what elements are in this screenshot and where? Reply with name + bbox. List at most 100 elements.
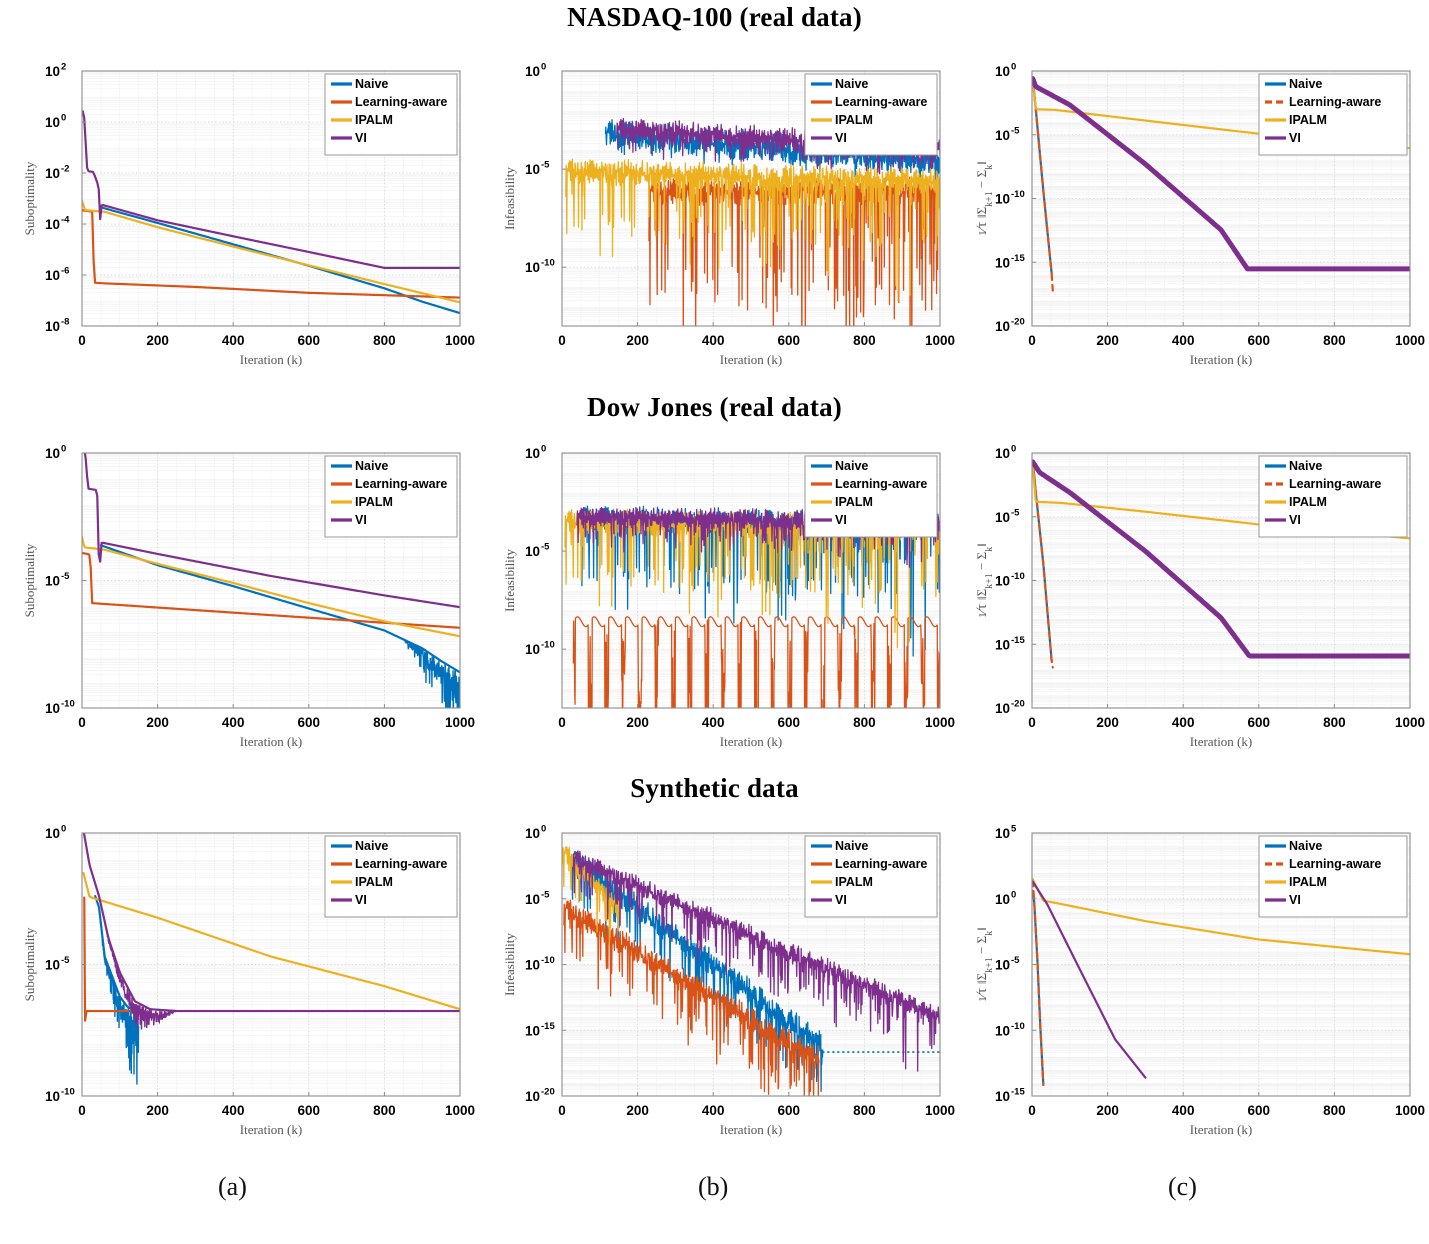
y-tick: 10 0 bbox=[995, 444, 1016, 462]
panel-r2c1: 0 200 400 600 800 1000 10 0 10 ‐5 10 ‐10 Iteration (… bbox=[8, 432, 478, 772]
legend-label: Learning-aware bbox=[1289, 857, 1381, 871]
svg-text:1⁄τ ‖Σk+1 − Σk‖: 1⁄τ ‖Σk+1 − Σk‖ bbox=[974, 161, 995, 236]
svg-text:10: 10 bbox=[995, 637, 1010, 652]
x-tick: 1000 bbox=[1395, 715, 1425, 730]
y-tick: 10 ‐5 bbox=[995, 125, 1020, 143]
x-tick: 600 bbox=[298, 1103, 321, 1118]
legend-label: VI bbox=[355, 513, 367, 527]
y-tick: 10 0 bbox=[45, 444, 66, 462]
series-learning-aware bbox=[82, 209, 460, 299]
series-naive bbox=[99, 544, 460, 674]
svg-text:0: 0 bbox=[1011, 444, 1016, 455]
legend-label: Learning-aware bbox=[1289, 477, 1381, 491]
legend-label: Naive bbox=[1289, 77, 1322, 91]
y-tick: 10 0 bbox=[45, 113, 66, 131]
legend-label: Naive bbox=[355, 839, 388, 853]
svg-text:10: 10 bbox=[995, 574, 1010, 589]
series-learning-aware bbox=[1032, 462, 1054, 669]
y-tick: 10 ‐10 bbox=[525, 258, 555, 276]
y-tick: 10 ‐5 bbox=[525, 889, 550, 907]
svg-text:10: 10 bbox=[45, 319, 60, 334]
x-tick: 400 bbox=[702, 715, 725, 730]
x-tick: 1000 bbox=[1395, 1103, 1425, 1118]
svg-text:10: 10 bbox=[525, 260, 540, 275]
axes-box bbox=[561, 70, 941, 327]
series-layer bbox=[82, 453, 460, 708]
x-tick: 1000 bbox=[925, 333, 955, 348]
y-axis-label: Infeasibility bbox=[502, 167, 517, 230]
y-tick: 10 ‐20 bbox=[995, 699, 1025, 717]
svg-text:10: 10 bbox=[525, 1089, 540, 1104]
y-tick: 10 ‐20 bbox=[525, 1087, 555, 1105]
svg-text:10: 10 bbox=[995, 255, 1010, 270]
x-tick: 800 bbox=[1323, 715, 1346, 730]
svg-text:10: 10 bbox=[525, 826, 540, 841]
svg-text:10: 10 bbox=[995, 510, 1010, 525]
legend-label: Naive bbox=[835, 459, 868, 473]
svg-text:5: 5 bbox=[1011, 824, 1017, 835]
svg-text:0: 0 bbox=[61, 113, 66, 124]
legend-label: IPALM bbox=[835, 875, 873, 889]
y-axis-label: 1⁄τ ‖Σk+1 − Σk‖ bbox=[974, 161, 995, 236]
y-tick: 10 5 bbox=[995, 824, 1017, 842]
svg-text:‐10: ‐10 bbox=[1011, 571, 1025, 582]
x-tick: 1000 bbox=[445, 1103, 475, 1118]
series-naive-noise bbox=[98, 907, 140, 1085]
legend-label: VI bbox=[835, 893, 847, 907]
legend-label: Learning-aware bbox=[1289, 95, 1381, 109]
legend-label: VI bbox=[355, 893, 367, 907]
x-tick: 600 bbox=[778, 333, 801, 348]
series-ipalm bbox=[1032, 878, 1410, 956]
row-title-3: Synthetic data bbox=[630, 773, 799, 803]
y-tick: 10 ‐8 bbox=[45, 317, 69, 335]
svg-text:10: 10 bbox=[45, 574, 60, 589]
legend: Naive Learning-aware IPALM VI bbox=[1258, 73, 1408, 156]
svg-text:10: 10 bbox=[45, 64, 60, 79]
legend: Naive Learning-aware IPALM VI bbox=[804, 835, 938, 918]
svg-text:‐10: ‐10 bbox=[1011, 189, 1025, 200]
svg-text:10: 10 bbox=[45, 268, 60, 283]
y-tick: 10 0 bbox=[525, 824, 546, 842]
x-tick: 400 bbox=[702, 1103, 725, 1118]
x-tick: 600 bbox=[298, 715, 321, 730]
x-tick: 600 bbox=[298, 333, 321, 348]
x-tick: 200 bbox=[626, 333, 649, 348]
legend-label: VI bbox=[1289, 131, 1301, 145]
y-tick: 10 ‐15 bbox=[995, 635, 1025, 653]
svg-text:10: 10 bbox=[45, 166, 60, 181]
y-tick: 10 ‐10 bbox=[45, 1087, 75, 1105]
series-ipalm bbox=[82, 199, 460, 304]
legend-label: Learning-aware bbox=[355, 477, 447, 491]
svg-text:‐10: ‐10 bbox=[1011, 1021, 1025, 1032]
legend-label: IPALM bbox=[355, 113, 393, 127]
x-axis-label: Iteration (k) bbox=[240, 1122, 302, 1137]
x-tick: 0 bbox=[1028, 333, 1036, 348]
svg-text:10: 10 bbox=[525, 892, 540, 907]
x-tick: 400 bbox=[222, 1103, 245, 1118]
svg-text:0: 0 bbox=[61, 824, 66, 835]
svg-text:0: 0 bbox=[541, 62, 546, 73]
svg-text:10: 10 bbox=[45, 115, 60, 130]
x-tick: 800 bbox=[1323, 333, 1346, 348]
legend: Naive Learning-aware IPALM VI bbox=[804, 455, 938, 538]
series-vi bbox=[1032, 76, 1410, 272]
x-tick: 200 bbox=[146, 715, 169, 730]
y-tick: 10 ‐5 bbox=[995, 955, 1020, 973]
svg-text:10: 10 bbox=[995, 64, 1010, 79]
y-tick: 10 0 bbox=[995, 62, 1016, 80]
series-vi bbox=[572, 850, 940, 1072]
legend-label: Naive bbox=[1289, 839, 1322, 853]
legend-label: VI bbox=[1289, 513, 1301, 527]
axes-box bbox=[81, 70, 461, 327]
x-tick: 600 bbox=[1248, 715, 1271, 730]
x-axis-label: Iteration (k) bbox=[1190, 352, 1252, 367]
x-tick: 800 bbox=[853, 333, 876, 348]
axes-box bbox=[561, 452, 941, 709]
series-vi bbox=[82, 833, 460, 1013]
legend-label: IPALM bbox=[835, 113, 873, 127]
svg-text:‐8: ‐8 bbox=[61, 317, 69, 328]
